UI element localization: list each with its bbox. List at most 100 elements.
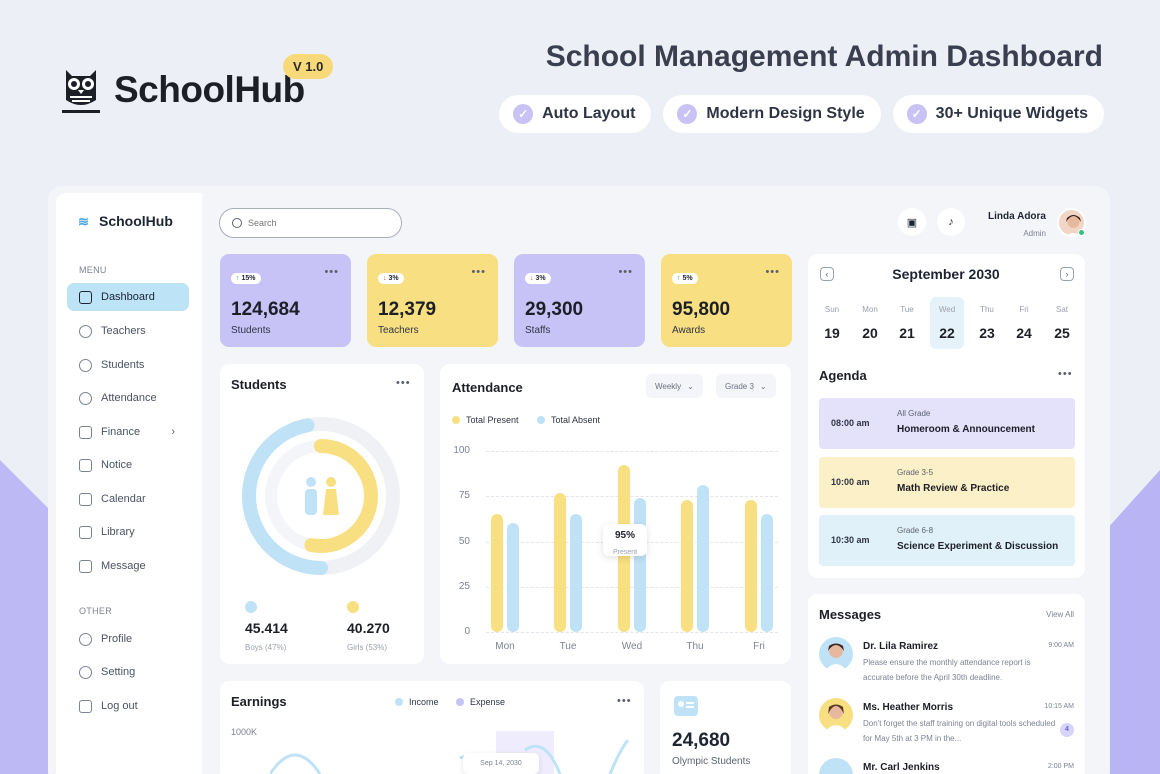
sidebar-item-label: Attendance: [101, 392, 157, 404]
message-avatar[interactable]: [819, 637, 853, 671]
bar-total-absent-fri[interactable]: [761, 514, 773, 632]
id-card-icon: [674, 696, 698, 716]
version-badge: V 1.0: [283, 54, 334, 79]
message-avatar[interactable]: [819, 758, 853, 774]
sidebar-item-calendar[interactable]: Calendar: [67, 485, 189, 513]
prev-month-button[interactable]: ‹: [820, 267, 834, 281]
calendar-day[interactable]: Sun 19: [815, 297, 849, 349]
day-of-week: Tue: [900, 305, 914, 314]
search-box[interactable]: [219, 208, 402, 238]
sidebar-item-teachers[interactable]: Teachers: [67, 317, 189, 345]
sidebar-item-dashboard[interactable]: Dashboard: [67, 283, 189, 311]
sidebar-item-setting[interactable]: Setting: [67, 658, 189, 686]
stat-card-awards[interactable]: ↑ 5% ••• 95,800 Awards: [661, 254, 792, 347]
message-avatar[interactable]: [819, 698, 853, 732]
message-preview[interactable]: Please ensure the monthly attendance rep…: [863, 658, 1031, 682]
tooltip-label: Present: [612, 549, 638, 556]
agenda-title-text: Math Review & Practice: [897, 483, 1010, 494]
sidebar-item-students[interactable]: Students: [67, 351, 189, 379]
pill-label: Modern Design Style: [706, 105, 865, 122]
stat-card-teachers[interactable]: ↓ 3% ••• 12,379 Teachers: [367, 254, 498, 347]
search-input[interactable]: [248, 218, 388, 228]
stat-card-students[interactable]: ↑ 15% ••• 124,684 Students: [220, 254, 351, 347]
agenda-item[interactable]: 08:00 am All Grade Homeroom & Announcement: [819, 398, 1075, 449]
earnings-line-chart: [270, 740, 630, 774]
more-icon[interactable]: •••: [396, 377, 411, 389]
day-of-week: Mon: [862, 305, 878, 314]
user-role: Admin: [1023, 229, 1046, 238]
sidebar-item-attendance[interactable]: Attendance: [67, 384, 189, 412]
sidebar-item-notice[interactable]: Notice: [67, 451, 189, 479]
badge-value: 15%: [241, 275, 256, 282]
sidebar-item-label: Notice: [101, 459, 133, 471]
gridline: [486, 496, 778, 498]
arrow-down-icon: ↓: [530, 275, 534, 282]
more-icon[interactable]: •••: [324, 266, 339, 278]
calendar-day[interactable]: Tue 21: [890, 297, 924, 349]
bar-total-present-mon[interactable]: [491, 514, 503, 632]
sidebar-brand: SchoolHub: [99, 213, 173, 229]
more-icon[interactable]: •••: [471, 266, 486, 278]
gridline: [486, 632, 778, 633]
calendar-day[interactable]: Fri 24: [1007, 297, 1041, 349]
sidebar-item-finance[interactable]: Finance ›: [67, 418, 189, 446]
day-of-week: Thu: [980, 305, 994, 314]
profile-icon: [79, 632, 92, 646]
search-icon: [232, 218, 242, 228]
notification-button[interactable]: ♪: [937, 208, 965, 236]
y-tick-label: 25: [458, 580, 470, 592]
agenda-item[interactable]: 10:30 am Grade 6-8 Science Experiment & Di…: [819, 515, 1075, 566]
stat-value: 95,800: [672, 299, 731, 320]
stat-value: 29,300: [525, 299, 584, 320]
more-icon[interactable]: •••: [765, 266, 780, 278]
sidebar-item-library[interactable]: Library: [67, 518, 189, 546]
agenda-grade: All Grade: [897, 409, 931, 418]
message-time: 10:15 AM: [1044, 703, 1074, 710]
students-card-title: Students: [231, 377, 287, 392]
calendar-day[interactable]: Mon 20: [853, 297, 887, 349]
next-month-button[interactable]: ›: [1060, 267, 1074, 281]
unread-count-badge: 4: [1060, 723, 1074, 737]
legend-absent: Total Absent: [537, 415, 600, 425]
sidebar-item-label: Profile: [101, 633, 133, 645]
agenda-item[interactable]: 10:00 am Grade 3-5 Math Review & Practice: [819, 457, 1075, 508]
message-preview[interactable]: Don't forget the staff training on digit…: [863, 719, 1056, 743]
messages-card: [808, 594, 1085, 774]
period-dropdown[interactable]: Weekly ⌄: [646, 374, 703, 398]
stat-value: 12,379: [378, 299, 437, 320]
view-all-link[interactable]: View All: [1046, 610, 1074, 619]
more-icon[interactable]: •••: [1058, 368, 1073, 380]
message-time: 9:00 AM: [1048, 642, 1074, 649]
bar-total-absent-wed[interactable]: [634, 498, 646, 632]
bar-total-present-fri[interactable]: [745, 499, 757, 632]
girls-legend-dot: [347, 601, 359, 613]
day-number: 22: [939, 325, 955, 341]
chat-button[interactable]: ▣: [898, 208, 926, 236]
sidebar-item-message[interactable]: Message: [67, 552, 189, 580]
more-icon[interactable]: •••: [617, 695, 632, 707]
sidebar-logo[interactable]: ≋ SchoolHub: [78, 213, 173, 229]
sidebar-item-logout[interactable]: Log out: [67, 692, 189, 720]
bar-total-absent-mon[interactable]: [507, 523, 519, 632]
stat-card-staffs[interactable]: ↓ 3% ••• 29,300 Staffs: [514, 254, 645, 347]
sidebar-item-profile[interactable]: Profile: [67, 625, 189, 653]
bar-total-absent-thu[interactable]: [697, 485, 709, 632]
legend-present: Total Present: [452, 415, 519, 425]
legend-label: Expense: [470, 697, 506, 707]
calendar-day[interactable]: Thu 23: [970, 297, 1004, 349]
y-tick-label: 100: [453, 445, 470, 456]
more-icon[interactable]: •••: [618, 266, 633, 278]
students-donut-chart: [242, 417, 400, 575]
calendar-day[interactable]: Wed 22: [930, 297, 964, 349]
period-value: Weekly: [655, 381, 682, 391]
x-tick-label: Fri: [753, 641, 765, 652]
bar-total-present-tue[interactable]: [554, 492, 566, 632]
legend-swatch: [537, 416, 545, 424]
calendar-day[interactable]: Sat 25: [1045, 297, 1079, 349]
user-name[interactable]: Linda Adora: [988, 211, 1046, 222]
grade-dropdown[interactable]: Grade 3 ⌄: [716, 374, 776, 398]
chevron-right-icon: ›: [171, 426, 175, 438]
bar-total-present-thu[interactable]: [681, 499, 693, 632]
bar-total-absent-tue[interactable]: [570, 514, 582, 632]
day-of-week: Fri: [1019, 305, 1029, 314]
